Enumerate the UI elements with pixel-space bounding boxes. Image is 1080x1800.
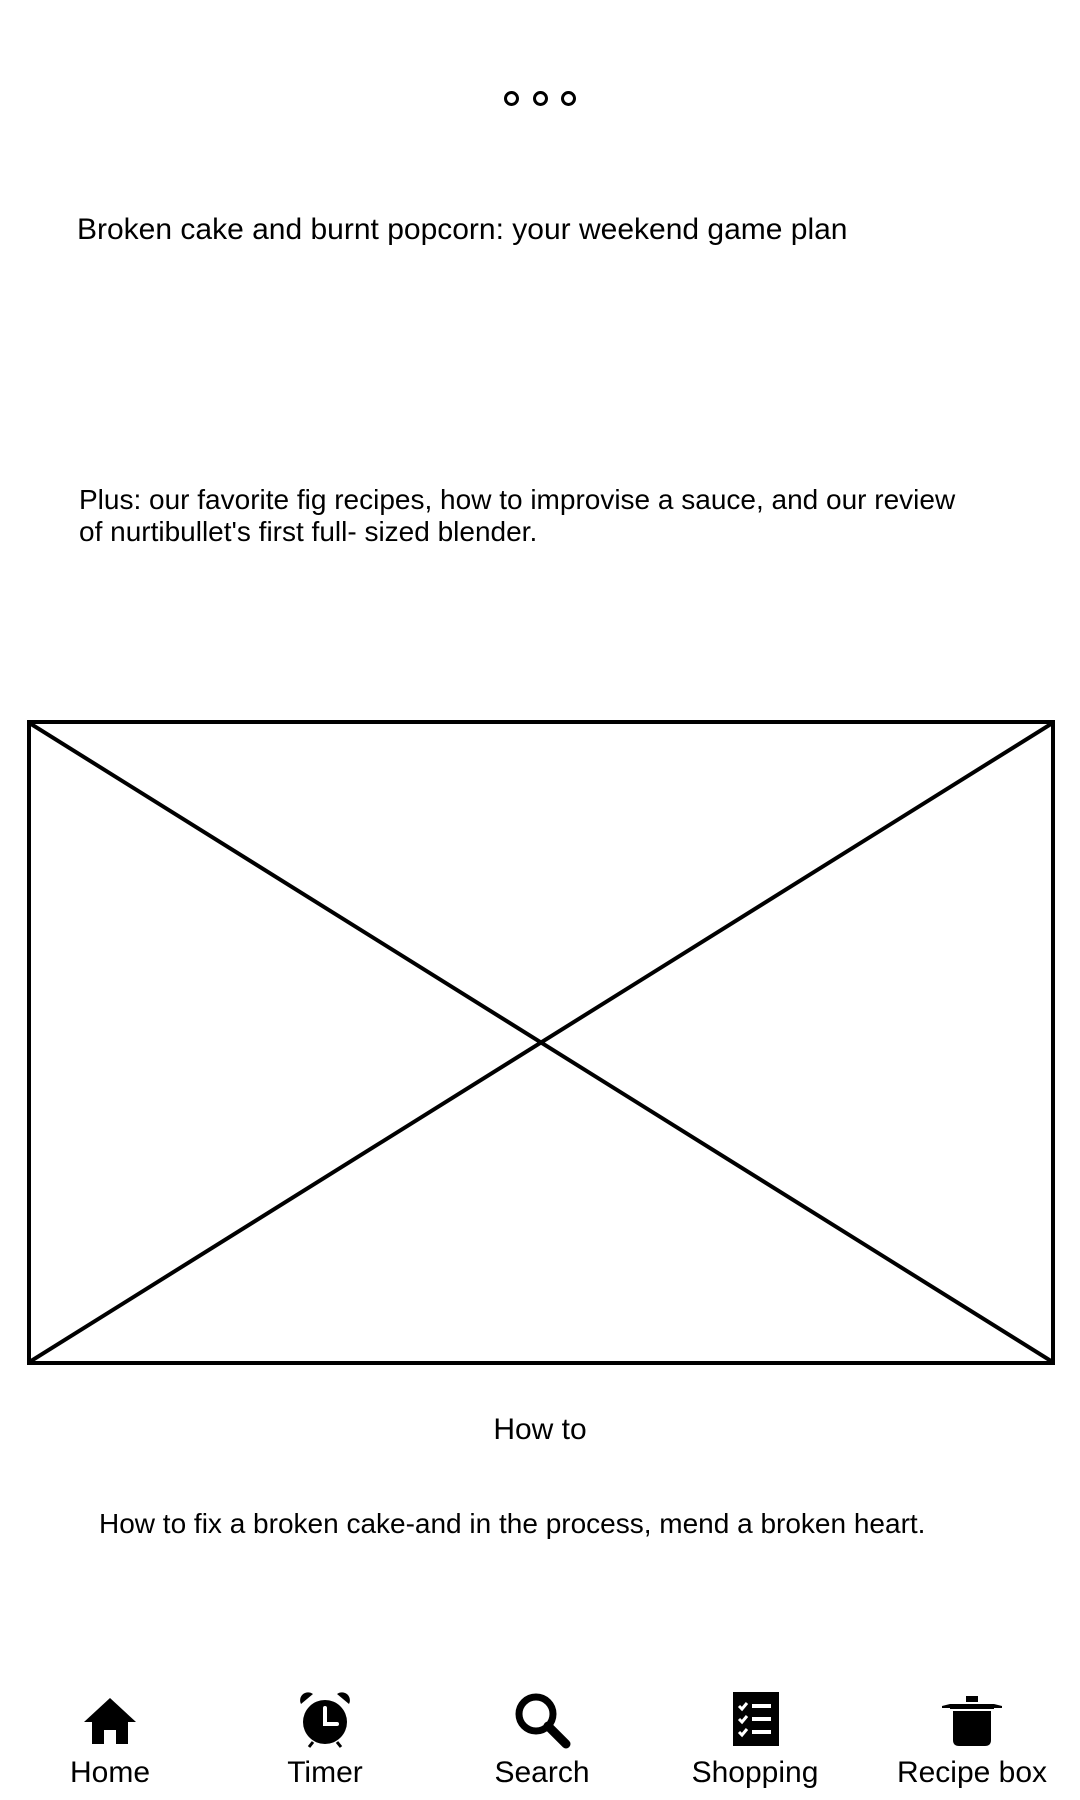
nav-label-home: Home xyxy=(69,1756,151,1789)
shopping-list-icon xyxy=(725,1690,785,1750)
nav-item-shopping[interactable]: Shopping xyxy=(655,1690,855,1800)
nav-item-search[interactable]: Search xyxy=(442,1690,642,1800)
bottom-nav: Home Timer Search xyxy=(0,1690,1080,1800)
page-dot-1[interactable] xyxy=(504,90,519,106)
search-icon xyxy=(512,1690,572,1750)
alarm-clock-icon xyxy=(295,1690,355,1750)
feature-image-placeholder[interactable] xyxy=(27,720,1055,1365)
page-indicator[interactable] xyxy=(504,88,576,108)
article-title[interactable]: How to fix a broken cake-and in the proc… xyxy=(99,1508,926,1539)
page-dot-2[interactable] xyxy=(532,90,548,106)
feature-subhead: Plus: our favorite fig recipes, how to i… xyxy=(79,484,956,547)
nav-label-timer: Timer xyxy=(287,1756,363,1789)
section-label: How to xyxy=(493,1413,587,1446)
nav-label-search: Search xyxy=(494,1756,590,1789)
feature-headline[interactable]: Broken cake and burnt popcorn: your week… xyxy=(77,213,848,246)
page-dot-3[interactable] xyxy=(561,90,576,106)
pot-icon xyxy=(942,1690,1002,1750)
nav-label-shopping: Shopping xyxy=(691,1756,819,1789)
nav-label-recipe-box: Recipe box xyxy=(896,1756,1048,1789)
placeholder-cross xyxy=(31,724,1051,1361)
nav-item-timer[interactable]: Timer xyxy=(225,1690,425,1800)
nav-item-recipe-box[interactable]: Recipe box xyxy=(872,1690,1072,1800)
home-icon xyxy=(80,1690,140,1750)
nav-item-home[interactable]: Home xyxy=(10,1690,210,1800)
